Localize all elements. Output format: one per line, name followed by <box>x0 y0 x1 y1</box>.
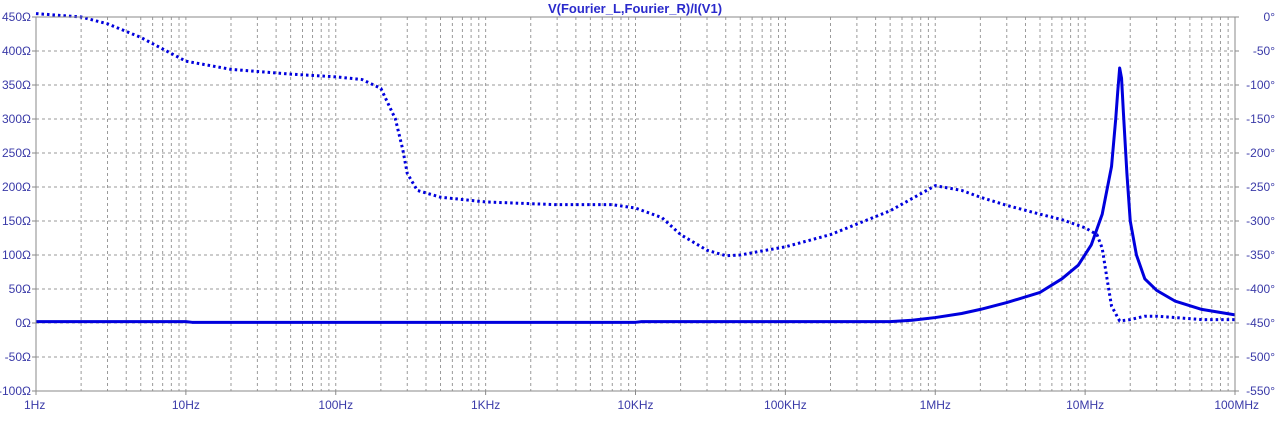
x-tick-label: 1Hz <box>24 398 45 412</box>
left-tick-label: 100Ω <box>2 248 31 262</box>
right-tick-label: -350° <box>1246 248 1275 262</box>
x-tick-label: 10Hz <box>172 398 200 412</box>
chart-title: V(Fourier_L,Fourier_R)/I(V1) <box>548 1 722 16</box>
magnitude-series-line <box>36 66 1236 324</box>
left-y-axis: 450Ω 400Ω 350Ω 300Ω 250Ω 200Ω 150Ω 100Ω 50Ω 0Ω -50… <box>0 10 36 398</box>
right-tick-label: -300° <box>1246 214 1275 228</box>
grid <box>36 17 1235 391</box>
right-tick-label: -400° <box>1246 282 1275 296</box>
left-tick-label: 150Ω <box>2 214 31 228</box>
left-tick-label: 50Ω <box>9 282 31 296</box>
x-tick-label: 1KHz <box>471 398 500 412</box>
right-tick-label: -500° <box>1246 350 1275 364</box>
left-tick-label: 250Ω <box>2 146 31 160</box>
right-tick-label: 0° <box>1264 10 1276 24</box>
x-tick-label: 1MHz <box>920 398 951 412</box>
x-tick-label: 100Hz <box>318 398 353 412</box>
series-layer <box>35 12 1236 324</box>
left-tick-label: 400Ω <box>2 44 31 58</box>
x-tick-label: 100MHz <box>1214 398 1259 412</box>
right-tick-label: -150° <box>1246 112 1275 126</box>
right-tick-label: -200° <box>1246 146 1275 160</box>
x-tick-label: 100KHz <box>764 398 807 412</box>
right-tick-label: -450° <box>1246 316 1275 330</box>
left-tick-label: 300Ω <box>2 112 31 126</box>
x-tick-label: 10MHz <box>1066 398 1104 412</box>
left-tick-label: 0Ω <box>15 316 31 330</box>
left-tick-label: -100Ω <box>0 384 31 398</box>
right-tick-label: -50° <box>1253 44 1275 58</box>
left-tick-label: 350Ω <box>2 78 31 92</box>
left-tick-label: -50Ω <box>5 350 31 364</box>
left-tick-label: 450Ω <box>2 10 31 24</box>
left-tick-label: 200Ω <box>2 180 31 194</box>
right-tick-label: -100° <box>1246 78 1275 92</box>
x-tick-label: 10KHz <box>617 398 653 412</box>
right-tick-label: -250° <box>1246 180 1275 194</box>
x-axis: 1Hz 10Hz 100Hz 1KHz 10KHz 100KHz 1MHz 10MHz 100M… <box>24 391 1259 412</box>
right-tick-label: -550° <box>1246 384 1275 398</box>
right-y-axis: 0° -50° -100° -150° -200° -250° -300° -350° -400… <box>1235 10 1275 398</box>
